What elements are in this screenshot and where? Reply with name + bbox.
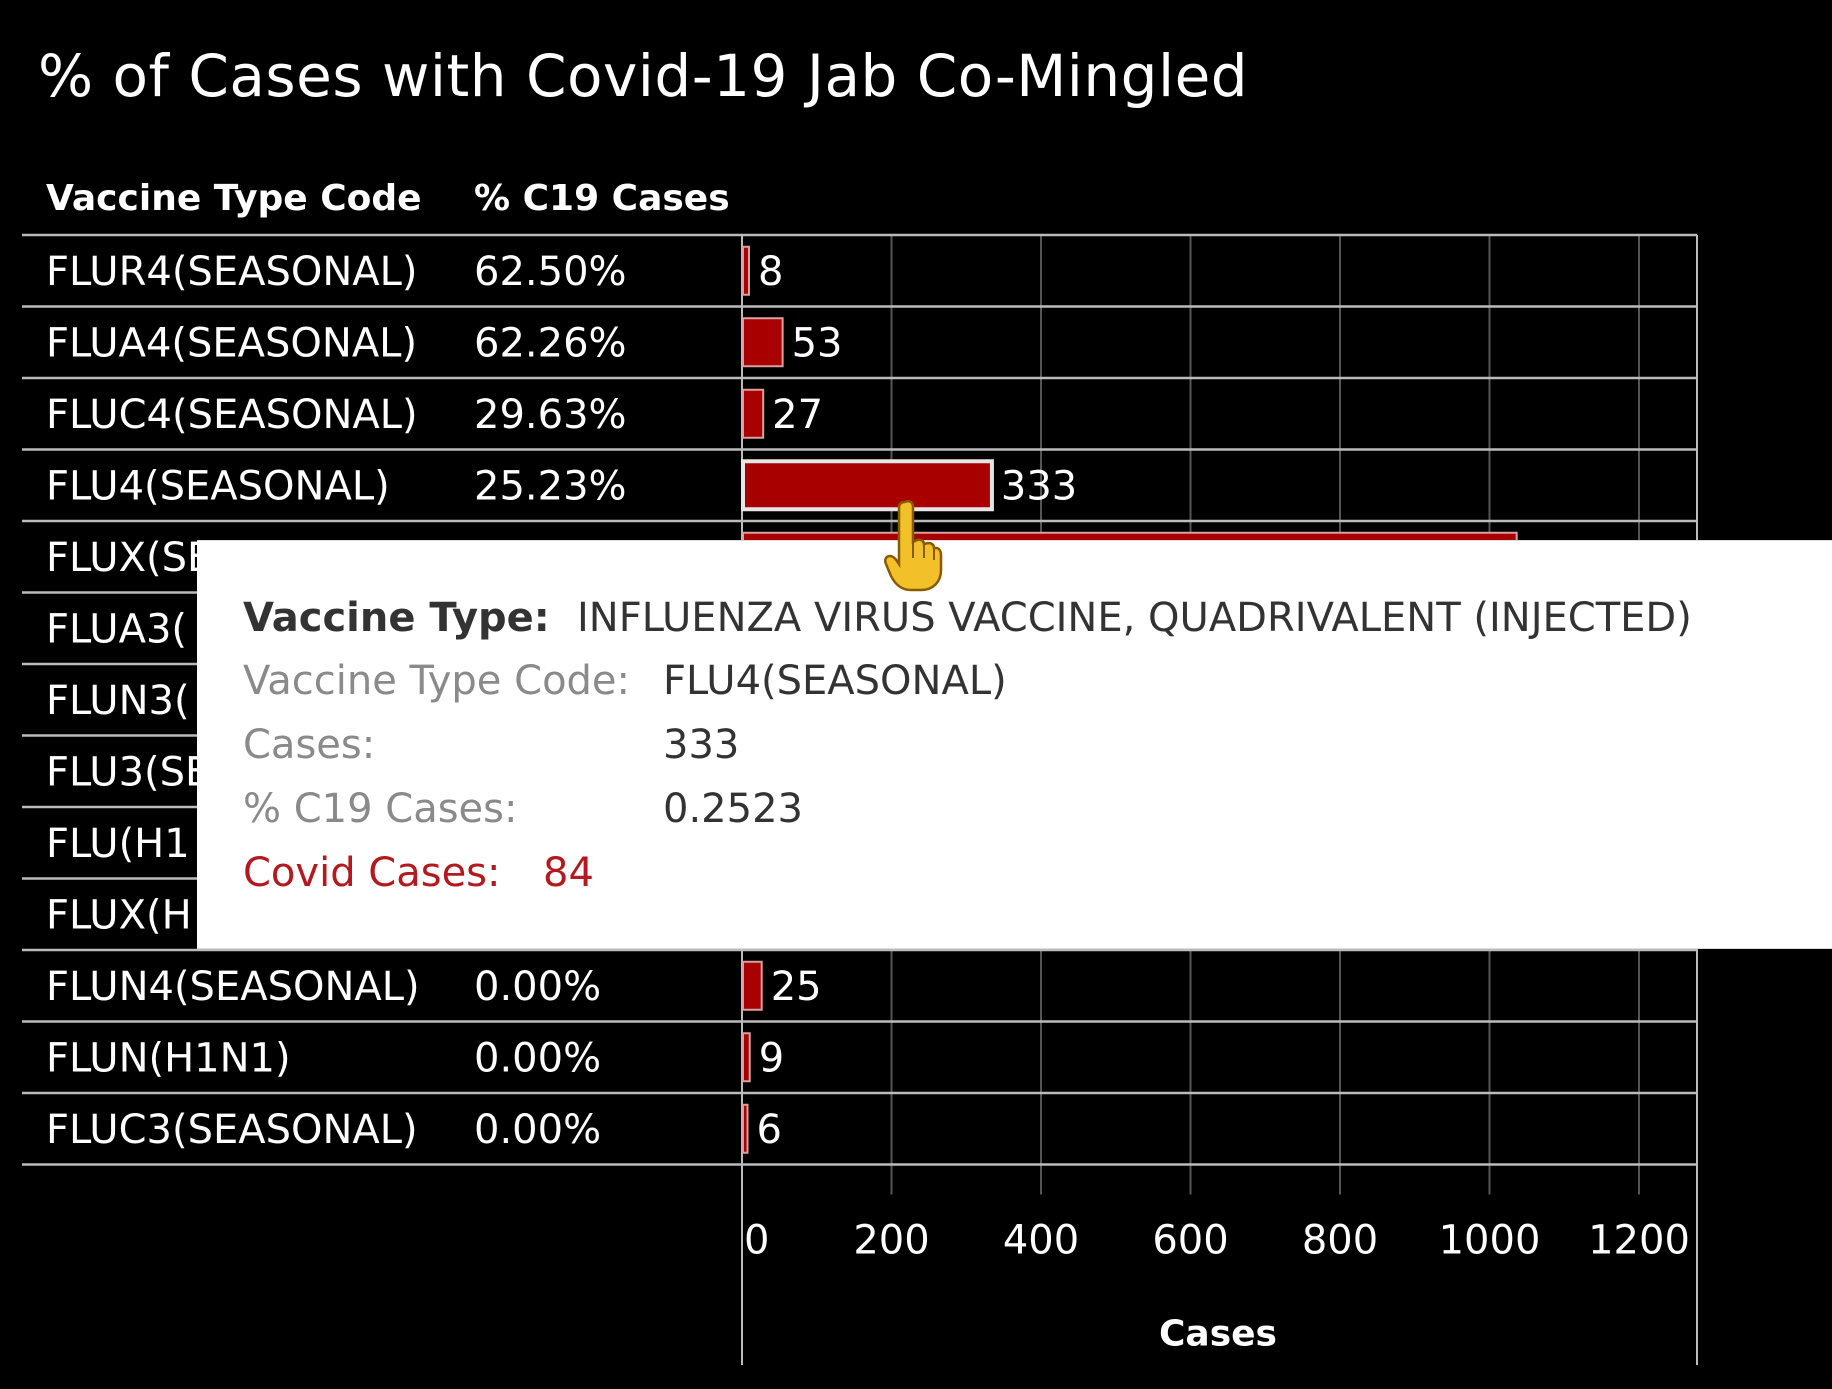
column-header-code: Vaccine Type Code [46, 178, 422, 219]
row-pct-label: 0.00% [474, 964, 601, 1010]
tooltip-vaccine-type-label: Vaccine Type: [243, 595, 550, 641]
tooltip-code-label: Vaccine Type Code: [243, 658, 631, 704]
bar-value-label: 27 [772, 392, 823, 438]
row-code-label: FLUR4(SEASONAL) [46, 249, 418, 295]
bar-value-label: 6 [756, 1107, 781, 1153]
x-tick-label: 1000 [1439, 1218, 1541, 1264]
row-code-label: FLUX(SE [46, 535, 212, 581]
row-code-label: FLUN(H1N1) [46, 1035, 291, 1081]
tooltip-pct-label: % C19 Cases: [243, 786, 518, 832]
bar [741, 459, 994, 512]
x-tick-label: 0 [744, 1218, 769, 1264]
bar [742, 1103, 749, 1154]
row-pct-label: 62.26% [474, 320, 627, 366]
row-code-label: FLU4(SEASONAL) [46, 463, 390, 509]
x-tick-label: 600 [1152, 1218, 1228, 1264]
bar-value-label: 9 [759, 1035, 784, 1081]
tooltip-code-value: FLU4(SEASONAL) [663, 658, 1007, 704]
tooltip-cases-label: Cases: [243, 722, 376, 768]
row-code-label: FLUA3( [46, 606, 187, 652]
tooltip-covid-cases-label: Covid Cases: [243, 850, 501, 896]
row-pct-label: 25.23% [474, 463, 627, 509]
bar-value-label: 53 [792, 320, 843, 366]
row-code-label: FLUA4(SEASONAL) [46, 320, 417, 366]
row-pct-label: 0.00% [474, 1107, 601, 1153]
chart-title: % of Cases with Covid-19 Jab Co-Mingled [38, 42, 1249, 110]
row-code-label: FLUX(H [46, 892, 192, 938]
row-code-label: FLU(H1 [46, 821, 190, 867]
bar [742, 317, 784, 368]
tooltip: Vaccine Type: INFLUENZA VIRUS VACCINE, Q… [197, 540, 1832, 949]
tooltip-covid-cases-value: 84 [543, 850, 594, 896]
pointing-hand-icon [883, 499, 943, 592]
x-tick-label: 200 [853, 1218, 929, 1264]
row-pct-label: 29.63% [474, 392, 627, 438]
column-header-pct: % C19 Cases [474, 178, 730, 219]
tooltip-cases-value: 333 [663, 722, 740, 768]
row-code-label: FLUC4(SEASONAL) [46, 392, 418, 438]
tooltip-pct-value: 0.2523 [663, 786, 803, 832]
row-code-label: FLU3(SE [46, 749, 210, 795]
bar [742, 1032, 751, 1083]
x-axis-title: Cases [1159, 1314, 1277, 1355]
bar [742, 960, 763, 1011]
x-tick-label: 1200 [1588, 1218, 1690, 1264]
bar [742, 245, 750, 296]
bar [742, 388, 765, 439]
x-tick-label: 400 [1003, 1218, 1079, 1264]
tooltip-vaccine-type-value: INFLUENZA VIRUS VACCINE, QUADRIVALENT (I… [577, 595, 1692, 641]
bar-value-label: 8 [758, 249, 783, 295]
row-pct-label: 62.50% [474, 249, 627, 295]
row-code-label: FLUN3( [46, 678, 190, 724]
x-tick-label: 800 [1302, 1218, 1378, 1264]
bar-value-label: 25 [771, 964, 822, 1010]
row-code-label: FLUC3(SEASONAL) [46, 1107, 418, 1153]
row-pct-label: 0.00% [474, 1035, 601, 1081]
bar-value-label: 333 [1001, 463, 1077, 509]
row-code-label: FLUN4(SEASONAL) [46, 964, 420, 1010]
